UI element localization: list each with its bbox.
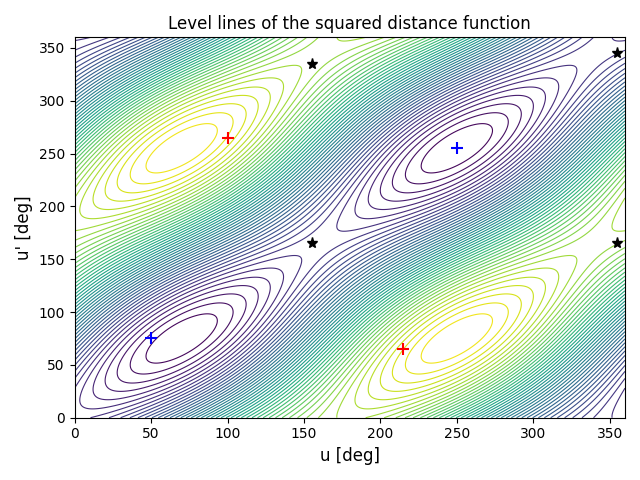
Y-axis label: u' [deg]: u' [deg] [15, 195, 33, 260]
X-axis label: u [deg]: u [deg] [320, 447, 380, 465]
Title: Level lines of the squared distance function: Level lines of the squared distance func… [168, 15, 531, 33]
